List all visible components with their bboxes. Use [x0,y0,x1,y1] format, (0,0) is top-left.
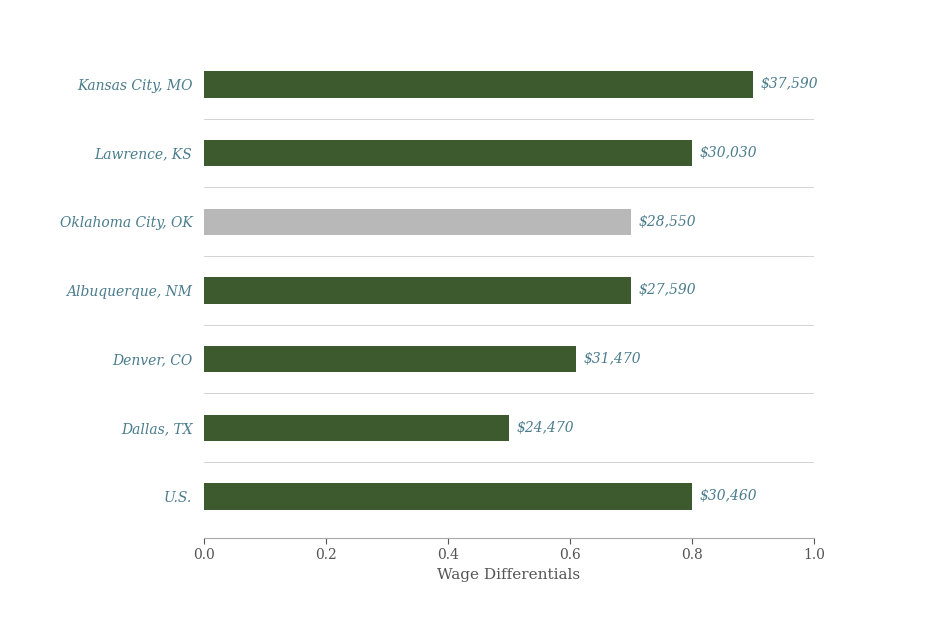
Bar [204,140,692,166]
Bar [204,415,509,441]
Bar [204,346,576,372]
Text: $37,590: $37,590 [760,77,818,91]
Text: $30,460: $30,460 [699,489,757,504]
Bar [204,72,753,98]
Bar [204,483,692,509]
Text: $30,030: $30,030 [699,146,757,160]
Text: $31,470: $31,470 [584,352,641,366]
Bar [204,277,631,303]
Text: $24,470: $24,470 [516,421,574,435]
Bar [204,209,631,235]
X-axis label: Wage Differentials: Wage Differentials [438,567,580,582]
Text: $28,550: $28,550 [638,215,696,229]
Text: $27,590: $27,590 [638,284,696,297]
